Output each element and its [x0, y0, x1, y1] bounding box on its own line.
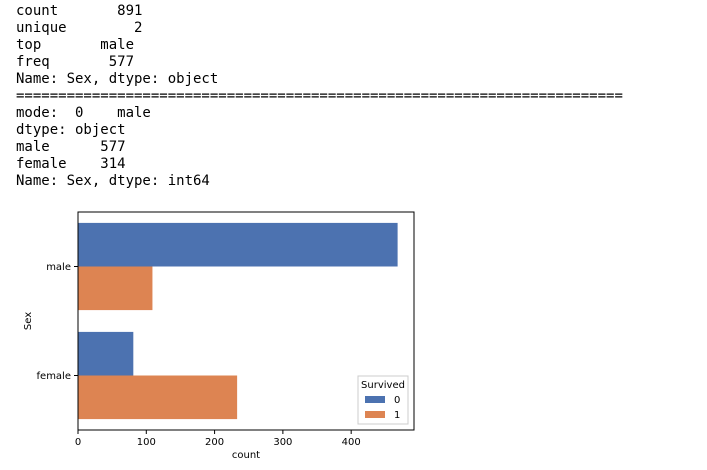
console-line: female 314: [16, 156, 126, 172]
legend-swatch: [365, 396, 385, 403]
x-tick-label: 100: [137, 437, 156, 448]
y-axis-label: Sex: [23, 312, 34, 330]
x-tick-label: 300: [273, 437, 292, 448]
x-axis-label: count: [232, 450, 260, 461]
bar-group: [78, 222, 398, 420]
console-line: Name: Sex, dtype: object: [16, 71, 219, 87]
plot-frame: [77, 211, 415, 431]
console-output: count 891 unique 2 top male freq 577 Name: S…: [16, 3, 623, 190]
separator-line: ========================================…: [16, 88, 623, 104]
bar-female-survived-0: [78, 331, 134, 376]
console-line: male 577: [16, 139, 126, 155]
console-line: Name: Sex, dtype: int64: [16, 173, 210, 189]
x-tick-label: 200: [205, 437, 224, 448]
bar-female-survived-1: [78, 375, 238, 420]
x-tick-label: 400: [342, 437, 361, 448]
bar-male-survived-1: [78, 266, 153, 311]
console-line: top male: [16, 37, 135, 53]
legend-title: Survived: [361, 380, 405, 391]
x-tick-group: 0 100 200 300 400: [75, 430, 361, 448]
legend: Survived 01: [357, 375, 409, 425]
y-tick-label: female: [37, 371, 71, 382]
legend-items: 01: [365, 395, 400, 421]
legend-swatch: [365, 411, 385, 418]
console-line: count 891: [16, 3, 143, 19]
console-line: dtype: object: [16, 122, 126, 138]
bar-male-survived-0: [78, 222, 398, 267]
x-tick-label: 0: [75, 437, 81, 448]
legend-label: 1: [394, 410, 400, 421]
y-tick-label: male: [46, 262, 71, 273]
legend-label: 0: [394, 395, 400, 406]
console-line: freq 577: [16, 54, 135, 70]
console-line: mode: 0 male: [16, 105, 151, 121]
y-tick-group: male female: [37, 262, 78, 382]
console-line: unique 2: [16, 20, 143, 36]
